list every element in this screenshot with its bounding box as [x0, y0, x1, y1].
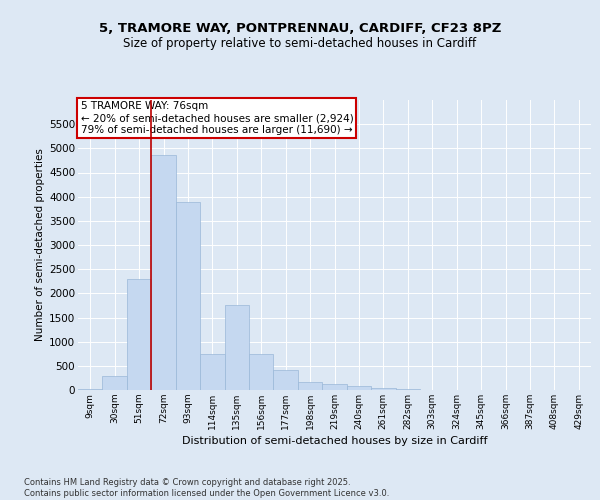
- Bar: [371, 388, 395, 390]
- Bar: [347, 386, 371, 390]
- Text: Contains HM Land Registry data © Crown copyright and database right 2025.
Contai: Contains HM Land Registry data © Crown c…: [24, 478, 389, 498]
- Bar: [103, 376, 127, 390]
- Text: Size of property relative to semi-detached houses in Cardiff: Size of property relative to semi-detach…: [124, 38, 476, 51]
- X-axis label: Distribution of semi-detached houses by size in Cardiff: Distribution of semi-detached houses by …: [182, 436, 487, 446]
- Bar: [176, 202, 200, 390]
- Bar: [200, 354, 224, 390]
- Bar: [78, 389, 103, 390]
- Bar: [127, 279, 151, 390]
- Bar: [298, 382, 322, 390]
- Y-axis label: Number of semi-detached properties: Number of semi-detached properties: [35, 148, 45, 342]
- Bar: [322, 384, 347, 390]
- Bar: [151, 154, 176, 390]
- Bar: [395, 388, 420, 390]
- Bar: [249, 354, 274, 390]
- Bar: [224, 306, 249, 390]
- Text: 5, TRAMORE WAY, PONTPRENNAU, CARDIFF, CF23 8PZ: 5, TRAMORE WAY, PONTPRENNAU, CARDIFF, CF…: [99, 22, 501, 36]
- Bar: [274, 370, 298, 390]
- Text: 5 TRAMORE WAY: 76sqm
← 20% of semi-detached houses are smaller (2,924)
79% of se: 5 TRAMORE WAY: 76sqm ← 20% of semi-detac…: [80, 102, 353, 134]
